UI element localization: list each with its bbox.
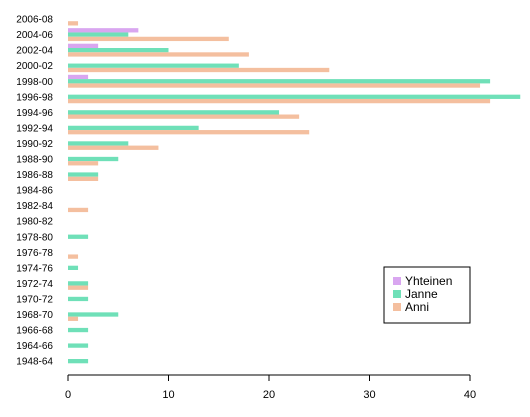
bar-janne-1986-88 [68, 172, 99, 177]
bar-janne-1996-98 [68, 94, 521, 99]
y-tick-label: 1972-74 [16, 279, 53, 290]
bar-janne-1978-80 [68, 234, 89, 239]
y-tick-label: 2000-02 [16, 61, 53, 72]
x-tick-label: 20 [263, 389, 275, 401]
y-tick-label: 2006-08 [16, 15, 53, 26]
y-tick-label: 1986-88 [16, 170, 53, 181]
legend-label-yhteinen: Yhteinen [405, 274, 452, 288]
x-tick-label: 40 [464, 389, 476, 401]
bar-janne-1990-92 [68, 141, 129, 146]
legend-swatch-janne [393, 290, 401, 298]
y-tick-label: 1948-64 [16, 357, 53, 368]
bar-anni-1992-94 [68, 130, 310, 135]
bar-janne-1994-96 [68, 110, 280, 115]
bar-janne-1992-94 [68, 125, 199, 131]
bar-yhteinen-2002-04 [68, 43, 99, 48]
bar-yhteinen-1998-00 [68, 74, 89, 80]
bars-group [68, 21, 521, 364]
y-tick-label: 1968-70 [16, 310, 53, 321]
y-tick-label: 1976-78 [16, 248, 53, 259]
bar-janne-1998-00 [68, 79, 491, 84]
bar-janne-1974-76 [68, 265, 79, 270]
bar-yhteinen-2004-06 [68, 28, 139, 33]
y-tick-label: 2002-04 [16, 46, 53, 57]
bar-anni-1990-92 [68, 145, 159, 150]
bar-anni-1994-96 [68, 114, 300, 119]
legend-box [383, 266, 471, 324]
y-tick-label: 1966-68 [16, 326, 53, 337]
y-tick-label: 2004-06 [16, 30, 53, 41]
bar-janne-1966-68 [68, 327, 89, 333]
bar-janne-2000-02 [68, 63, 239, 68]
bar-anni-1986-88 [68, 176, 99, 181]
y-tick-label: 1984-86 [16, 186, 53, 197]
y-tick-label: 1996-98 [16, 92, 53, 103]
bar-janne-1988-90 [68, 156, 119, 162]
x-tick-label: 30 [363, 389, 375, 401]
bar-janne-1964-66 [68, 343, 89, 348]
x-axis: 0 10 20 30 40 [65, 374, 476, 401]
bar-anni-2006-08 [68, 21, 79, 26]
y-tick-label: 1992-94 [16, 123, 53, 134]
bar-anni-1972-74 [68, 285, 89, 290]
bar-anni-1998-00 [68, 83, 481, 88]
bar-janne-2004-06 [68, 32, 129, 37]
y-tick-label: 1980-82 [16, 217, 53, 228]
bar-anni-2002-04 [68, 52, 249, 57]
bar-anni-1968-70 [68, 316, 79, 321]
legend-label-janne: Janne [405, 287, 438, 301]
y-tick-label: 1974-76 [16, 263, 53, 274]
bar-anni-1982-84 [68, 207, 89, 213]
bar-janne-1968-70 [68, 312, 119, 317]
legend-swatch-anni [393, 303, 401, 311]
bar-anni-2000-02 [68, 67, 330, 73]
bar-anni-2004-06 [68, 36, 229, 42]
bar-anni-1988-90 [68, 161, 99, 166]
bar-anni-1996-98 [68, 98, 491, 104]
y-tick-label: 1988-90 [16, 155, 53, 166]
legend-label-anni: Anni [405, 300, 429, 314]
x-tick-label: 10 [162, 389, 174, 401]
bar-janne-1972-74 [68, 281, 89, 286]
bar-anni-1976-78 [68, 254, 79, 259]
y-tick-label: 1998-00 [16, 77, 53, 88]
legend-swatch-yhteinen [393, 277, 401, 285]
y-tick-label: 1994-96 [16, 108, 53, 119]
y-tick-label: 1982-84 [16, 201, 53, 212]
bar-janne-1970-72 [68, 296, 89, 302]
y-tick-label: 1990-92 [16, 139, 53, 150]
y-tick-label: 1964-66 [16, 341, 53, 352]
x-tick-label: 0 [65, 389, 71, 401]
bar-janne-1948-64 [68, 359, 89, 364]
bar-janne-2002-04 [68, 48, 169, 53]
y-tick-label: 1978-80 [16, 232, 53, 243]
y-tick-label: 1970-72 [16, 294, 53, 305]
y-tick-labels: 2006-08 2004-06 2002-04 2000-02 1998-00 1996-… [16, 15, 53, 368]
